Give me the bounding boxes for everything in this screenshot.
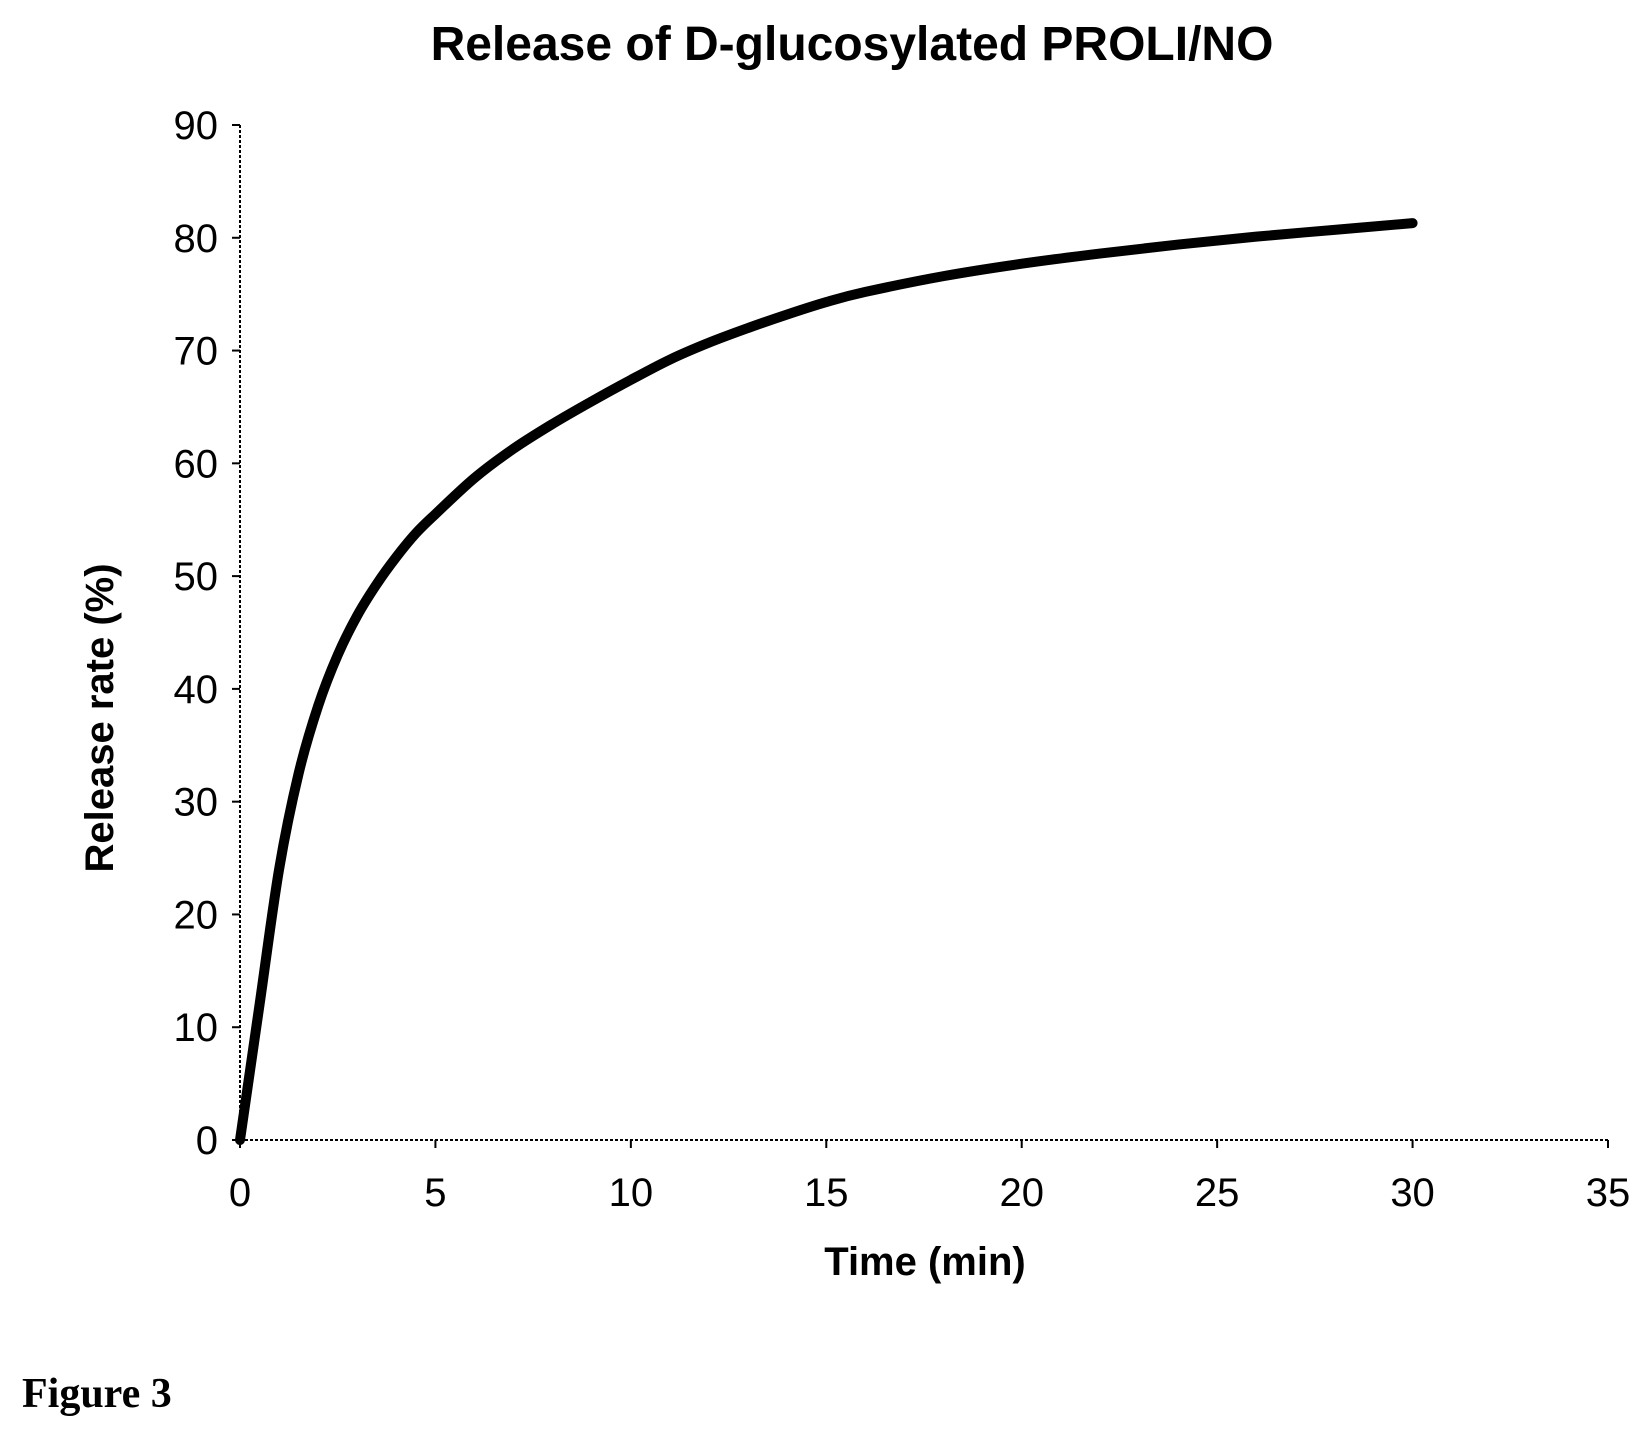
x-tick-label: 5 [424,1171,446,1215]
chart-title: Release of D-glucosylated PROLI/NO [431,18,1274,71]
x-tick-label: 10 [609,1171,654,1215]
y-ticks: 0 10 20 30 40 50 60 70 80 90 [174,104,241,1163]
x-tick-label: 25 [1195,1171,1240,1215]
series-line [240,223,1413,1140]
y-tick-label: 20 [174,893,219,937]
x-tick-label: 30 [1390,1171,1435,1215]
x-tick-label: 15 [804,1171,849,1215]
y-tick-label: 40 [174,668,219,712]
x-tick-label: 20 [999,1171,1044,1215]
x-tick-label: 35 [1586,1171,1631,1215]
x-axis-label: Time (min) [824,1240,1026,1284]
y-tick-label: 50 [174,555,219,599]
x-ticks: 0 5 10 15 20 25 30 35 [229,1140,1630,1215]
figure-caption: Figure 3 [22,1370,172,1418]
y-tick-label: 30 [174,781,219,825]
y-tick-label: 90 [174,104,219,148]
x-tick-label: 0 [229,1171,251,1215]
y-tick-label: 70 [174,330,219,374]
y-tick-label: 0 [196,1119,218,1163]
y-tick-label: 10 [174,1006,219,1050]
y-tick-label: 60 [174,442,219,486]
y-axis-label: Release rate (%) [78,563,122,872]
y-tick-label: 80 [174,217,219,261]
